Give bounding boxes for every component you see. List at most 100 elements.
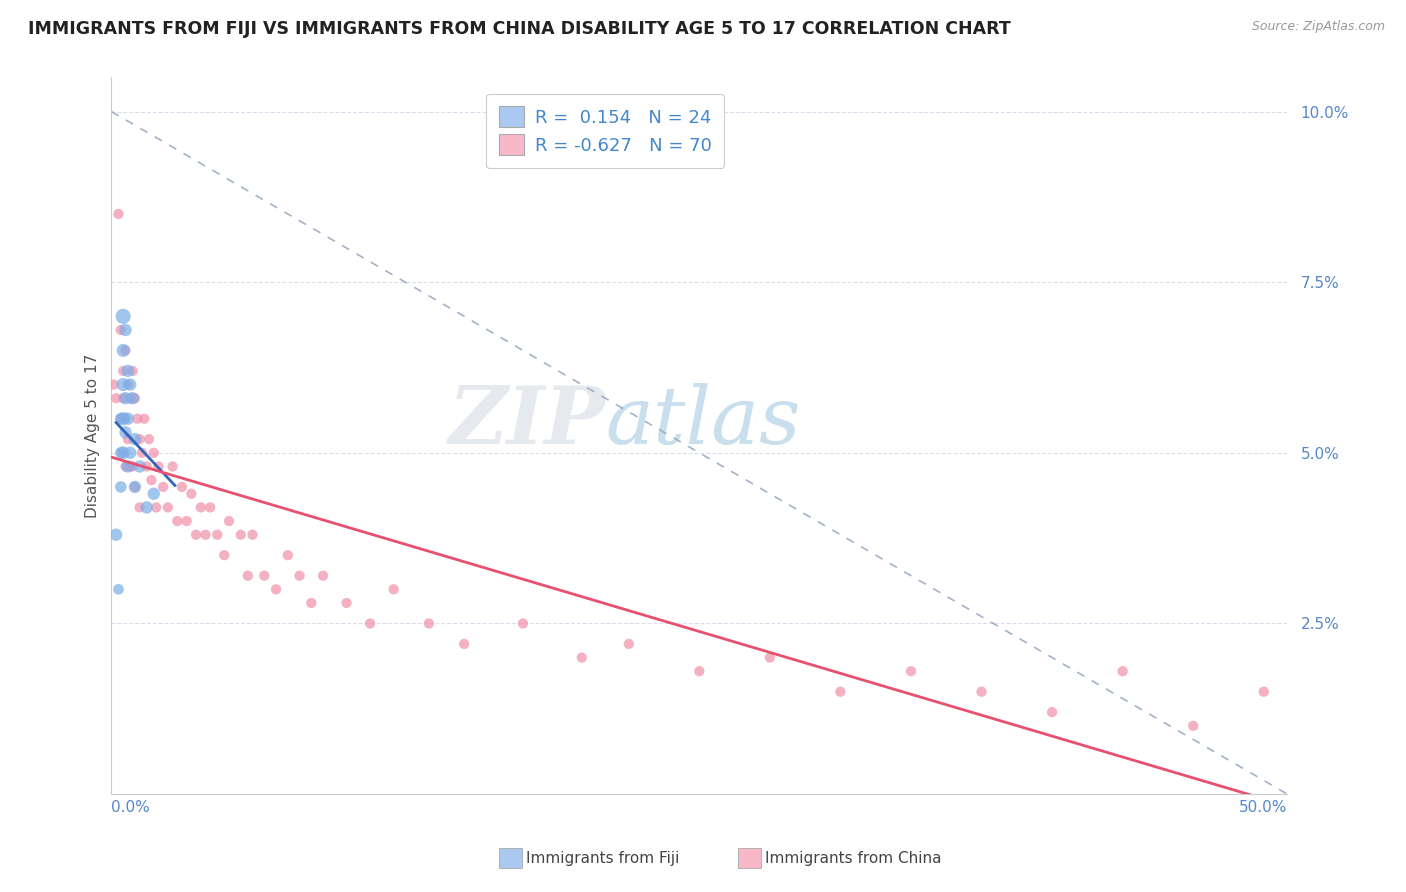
Point: [128, 432, 150, 446]
Text: IMMIGRANTS FROM FIJI VS IMMIGRANTS FROM CHINA DISABILITY AGE 5 TO 17 CORRELATION: IMMIGRANTS FROM FIJI VS IMMIGRANTS FROM …: [28, 20, 1011, 37]
Point: [135, 459, 157, 474]
Text: Immigrants from China: Immigrants from China: [765, 851, 942, 865]
Point: [830, 684, 852, 698]
Point: [117, 459, 139, 474]
Point: [184, 527, 207, 541]
Point: [1040, 705, 1063, 719]
Point: [107, 582, 129, 597]
Point: [288, 568, 311, 582]
Point: [121, 459, 143, 474]
Point: [166, 514, 188, 528]
Point: [170, 480, 193, 494]
Point: [152, 480, 174, 494]
Text: Source: ZipAtlas.com: Source: ZipAtlas.com: [1251, 20, 1385, 33]
Point: [207, 527, 229, 541]
Point: [105, 391, 128, 405]
Text: atlas: atlas: [605, 383, 800, 460]
Point: [617, 637, 640, 651]
Point: [688, 664, 710, 678]
Point: [148, 459, 170, 474]
Point: [141, 473, 163, 487]
Y-axis label: Disability Age 5 to 17: Disability Age 5 to 17: [86, 353, 100, 518]
Point: [117, 432, 139, 446]
Point: [194, 527, 217, 541]
Point: [120, 446, 142, 460]
Point: [299, 596, 322, 610]
Point: [218, 514, 240, 528]
Point: [145, 500, 167, 515]
Text: ZIP: ZIP: [449, 383, 605, 460]
Point: [105, 527, 128, 541]
Point: [114, 425, 136, 440]
Point: [512, 616, 534, 631]
Point: [110, 411, 132, 425]
Point: [114, 343, 136, 358]
Point: [114, 323, 136, 337]
Point: [142, 446, 165, 460]
Point: [110, 446, 132, 460]
Point: [127, 411, 149, 425]
Point: [134, 411, 156, 425]
Point: [110, 323, 132, 337]
Point: [120, 459, 142, 474]
Point: [117, 377, 139, 392]
Point: [110, 480, 132, 494]
Point: [190, 500, 212, 515]
Point: [1253, 684, 1275, 698]
Point: [112, 446, 135, 460]
Text: 50.0%: 50.0%: [1239, 800, 1288, 814]
Point: [214, 548, 236, 562]
Point: [131, 446, 153, 460]
Point: [176, 514, 198, 528]
Point: [759, 650, 782, 665]
Legend: R =  0.154   N = 24, R = -0.627   N = 70: R = 0.154 N = 24, R = -0.627 N = 70: [486, 94, 724, 168]
Point: [114, 459, 136, 474]
Point: [970, 684, 993, 698]
Point: [112, 446, 135, 460]
Point: [135, 500, 157, 515]
Point: [142, 487, 165, 501]
Point: [162, 459, 184, 474]
Point: [264, 582, 287, 597]
Point: [571, 650, 593, 665]
Point: [156, 500, 179, 515]
Point: [128, 459, 150, 474]
Text: 0.0%: 0.0%: [111, 800, 150, 814]
Point: [103, 377, 125, 392]
Point: [359, 616, 381, 631]
Point: [107, 207, 129, 221]
Point: [1111, 664, 1133, 678]
Point: [900, 664, 922, 678]
Point: [336, 596, 357, 610]
Point: [112, 411, 135, 425]
Point: [229, 527, 252, 541]
Point: [112, 391, 135, 405]
Point: [110, 411, 132, 425]
Point: [120, 377, 142, 392]
Point: [124, 480, 146, 494]
Point: [277, 548, 299, 562]
Point: [382, 582, 405, 597]
Point: [253, 568, 276, 582]
Point: [124, 432, 146, 446]
Point: [453, 637, 475, 651]
Point: [1182, 719, 1205, 733]
Point: [121, 391, 143, 405]
Point: [117, 364, 139, 378]
Point: [112, 343, 135, 358]
Point: [180, 487, 202, 501]
Point: [138, 432, 160, 446]
Point: [312, 568, 335, 582]
Point: [198, 500, 221, 515]
Point: [120, 391, 142, 405]
Point: [128, 500, 150, 515]
Point: [114, 391, 136, 405]
Point: [112, 310, 135, 324]
Point: [117, 411, 139, 425]
Point: [124, 480, 146, 494]
Point: [236, 568, 259, 582]
Text: Immigrants from Fiji: Immigrants from Fiji: [526, 851, 679, 865]
Point: [121, 364, 143, 378]
Point: [242, 527, 264, 541]
Point: [418, 616, 440, 631]
